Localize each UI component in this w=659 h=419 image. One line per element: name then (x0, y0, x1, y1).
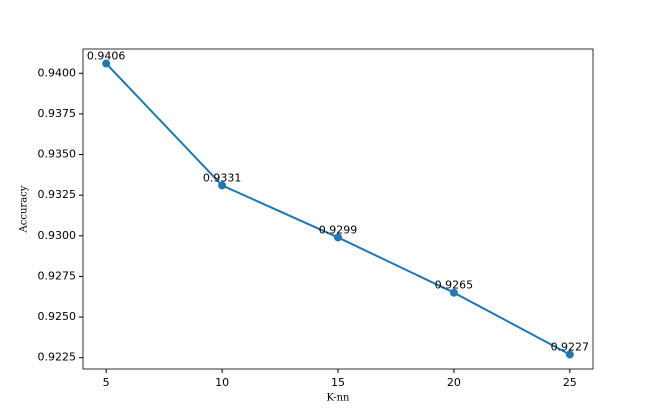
point (565, 350, 574, 359)
y-tick-label: 0.9400 (38, 66, 77, 79)
data-label: 0.9331 (203, 171, 242, 184)
y-tick-label: 0.9275 (38, 269, 77, 282)
y-tick-label: 0.9350 (38, 148, 77, 161)
y-tick-label: 0.9300 (38, 229, 77, 242)
x-tick-label: 20 (447, 376, 461, 389)
y-axis-label: Accuracy (19, 185, 30, 233)
data-label: 0.9406 (87, 50, 126, 63)
point (218, 181, 227, 190)
line (105, 62, 571, 356)
x-tick-label: 15 (331, 376, 345, 389)
data-label: 0.9265 (435, 279, 474, 292)
x-tick-label: 5 (103, 376, 110, 389)
y-tick-label: 0.9250 (38, 310, 77, 323)
y-tick-label: 0.9225 (38, 351, 77, 364)
y-tick-label: 0.9325 (38, 188, 77, 201)
data-label: 0.9299 (319, 223, 358, 236)
x-tick-label: 10 (215, 376, 229, 389)
data-label: 0.9227 (551, 340, 590, 353)
x-tick-label: 25 (563, 376, 577, 389)
point (449, 288, 458, 297)
point (334, 233, 342, 242)
plot-frame (82, 48, 594, 370)
point (102, 59, 111, 68)
x-axis-label: K-nn (326, 393, 350, 404)
y-tick-label: 0.9375 (38, 107, 77, 120)
